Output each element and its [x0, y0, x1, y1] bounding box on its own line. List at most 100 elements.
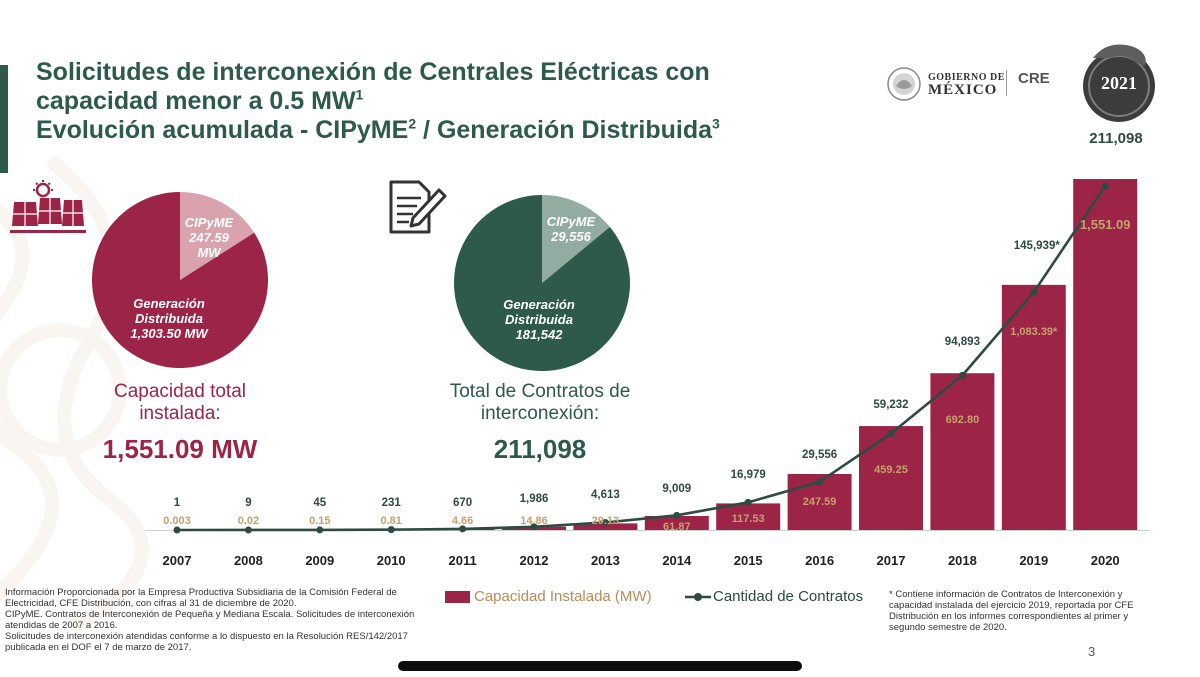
bar-2014 — [644, 515, 709, 530]
contracts-label-2018: 94,893 — [945, 336, 980, 348]
contracts-label-2017: 59,232 — [873, 399, 908, 411]
x-tick-label-2009: 2009 — [305, 553, 334, 568]
contracts-point-2015 — [744, 498, 752, 506]
x-tick-label-2015: 2015 — [734, 553, 763, 568]
contracts-label-2011: 670 — [453, 497, 472, 509]
x-tick-label-2016: 2016 — [805, 553, 834, 568]
contracts-pie-gd-name-2: Distribuida — [505, 312, 573, 327]
capacity-label-2010: 0.81 — [380, 515, 401, 527]
contracts-label-2014: 9,009 — [662, 483, 691, 495]
footnotes: Información Proporcionada por la Empresa… — [5, 587, 425, 653]
contracts-caption-line-1: Total de Contratos de — [449, 381, 631, 402]
contracts-point-2017 — [887, 429, 895, 437]
gobierno-text: GOBIERNO DE MÉXICO — [928, 71, 1005, 98]
contracts-label-2010: 231 — [382, 497, 402, 509]
capacity-pie-gd-name-2: Distribuida — [135, 311, 203, 326]
page-number: 3 — [1088, 644, 1096, 659]
contracts-pie-gd-label: Generación Distribuida 181,542 — [474, 297, 604, 342]
capacity-label-2015: 117.53 — [732, 513, 765, 525]
contracts-pie-cipyme-name: CIPyME — [546, 214, 596, 229]
contracts-label-2007: 1 — [174, 497, 181, 509]
capacity-label-2019: 1,083.39* — [1010, 326, 1058, 338]
x-tick-label-2019: 2019 — [1019, 553, 1048, 568]
contracts-point-2014 — [673, 511, 681, 519]
capacity-pie-slice-gd — [92, 192, 268, 368]
capacity-total: 1,551.09 MW — [102, 434, 258, 464]
contracts-point-2007 — [173, 526, 181, 534]
title-line-2: capacidad menor a 0.5 MW1 — [36, 87, 816, 116]
capacity-label-2016: 247.59 — [803, 496, 837, 508]
capacity-caption: Capacidad total instalada: — [60, 381, 300, 425]
x-tick-label-2008: 2008 — [234, 553, 263, 568]
gobierno-de-mexico-logo: GOBIERNO DE MÉXICO CRE — [886, 66, 1076, 102]
contracts-label-2012: 1,986 — [520, 493, 549, 505]
capacity-label-2020: 1,551.09 — [1080, 217, 1131, 232]
capacity-pie-gd-value: 1,303.50 MW — [130, 326, 208, 341]
x-tick-label-2012: 2012 — [520, 553, 549, 568]
x-tick-label-2014: 2014 — [662, 553, 692, 568]
contracts-point-2012 — [530, 523, 538, 531]
capacity-pie-cipyme-label: CIPyME 247.59 MW — [176, 215, 242, 260]
bar-2015 — [716, 503, 781, 530]
contracts-caption: Total de Contratos de interconexión: — [410, 381, 670, 425]
contracts-pie-gd-name-1: Generación — [503, 297, 575, 312]
coat-of-arms-icon — [887, 67, 921, 101]
title-line-3: Evolución acumulada - CIPyME2 / Generaci… — [36, 116, 816, 145]
logo-separator — [1006, 70, 1007, 96]
legend-bar-swatch — [445, 591, 470, 603]
capacity-pie-gd-label: Generación Distribuida 1,303.50 MW — [104, 296, 234, 341]
cre-logo-text: CRE — [1018, 70, 1050, 87]
contracts-label-2016: 29,556 — [802, 449, 837, 461]
footnote-3: Solicitudes de interconexión atendidas c… — [5, 631, 408, 653]
contracts-point-2020 — [1101, 182, 1109, 190]
mexico-2021-emblem-icon — [1083, 44, 1155, 122]
bar-2020 — [1073, 179, 1138, 530]
legend-line-label: Cantidad de Contratos — [713, 588, 864, 605]
footnote-1: Información Proporcionada por la Empresa… — [5, 587, 397, 609]
title-accent-bar — [0, 65, 8, 173]
capacity-pie-chart — [92, 192, 268, 368]
asterisk-note: * Contiene información de Contratos de I… — [889, 589, 1134, 633]
title-line-1: Solicitudes de interconexión de Centrale… — [36, 58, 710, 86]
capacity-caption-line-2: instalada: — [139, 403, 221, 424]
contracts-label-2019: 145,939* — [1014, 240, 1061, 252]
title-line-2-text: capacidad menor a 0.5 MW — [36, 87, 356, 115]
title-line-3-text: Evolución acumulada - CIPyME — [36, 116, 409, 144]
capacity-pie-slice-cipyme — [180, 192, 255, 280]
capacity-caption-line-1: Capacidad total — [113, 381, 247, 402]
x-tick-label-2007: 2007 — [163, 553, 192, 568]
x-tick-label-2020: 2020 — [1091, 553, 1120, 568]
x-tick-label-2017: 2017 — [877, 553, 906, 568]
contracts-label-2009: 45 — [313, 497, 326, 509]
contracts-point-2011 — [459, 525, 467, 533]
contracts-total: 211,098 — [493, 434, 587, 464]
capacity-label-2008: 0.02 — [238, 515, 259, 527]
capacity-label-2018: 692.80 — [946, 414, 980, 426]
footnote-ref-3: 3 — [712, 115, 720, 132]
capacity-label-2013: 29.13 — [592, 515, 620, 527]
legend-bar-label: Capacidad Instalada (MW) — [474, 588, 652, 605]
contracts-point-2019 — [1030, 288, 1038, 296]
page-title: Solicitudes de interconexión de Centrale… — [36, 58, 816, 145]
home-indicator-bar[interactable] — [398, 661, 802, 671]
bar-2013 — [573, 523, 638, 530]
gobierno-line-1: GOBIERNO DE — [928, 72, 1005, 83]
contracts-line — [176, 185, 1107, 532]
gobierno-line-2: MÉXICO — [928, 82, 998, 98]
contracts-pie-gd-value: 181,542 — [515, 327, 563, 342]
bar-2019 — [1001, 284, 1066, 530]
capacity-label-2007: 0.003 — [163, 515, 191, 527]
contracts-label-2013: 4,613 — [591, 489, 620, 501]
top-contracts-value: 211,098 — [1089, 130, 1143, 147]
bar-2017 — [859, 426, 923, 530]
chart-legend: Capacidad Instalada (MW) Cantidad de Con… — [445, 588, 905, 608]
footnote-ref-2: 2 — [408, 115, 417, 132]
x-tick-label-2010: 2010 — [377, 553, 406, 568]
contracts-point-2009 — [316, 526, 324, 534]
capacity-pie-cipyme-value: 247.59 — [189, 230, 229, 245]
contracts-label-2015: 16,979 — [731, 469, 766, 481]
x-tick-label-2018: 2018 — [948, 553, 977, 568]
capacity-label-2014: 61.87 — [663, 521, 691, 533]
